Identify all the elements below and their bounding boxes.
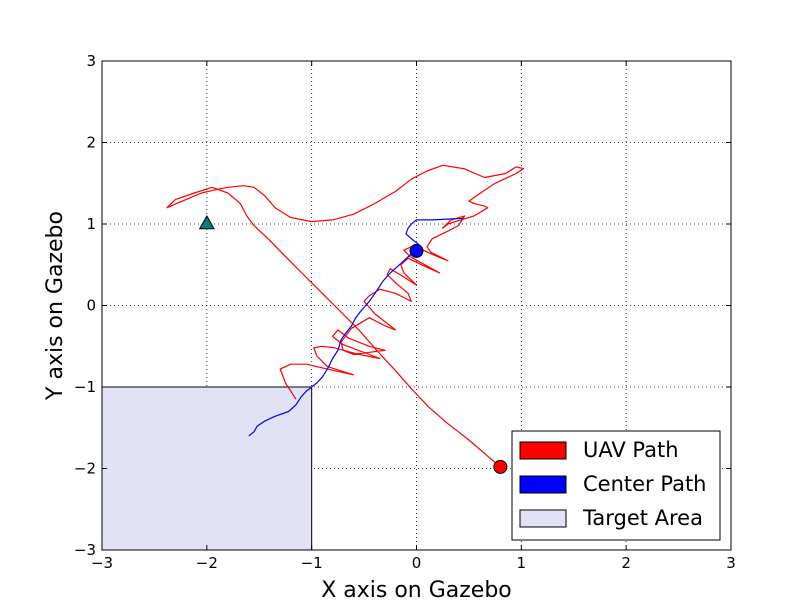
legend-swatch-uav-path bbox=[519, 441, 567, 460]
ticks: −3 −2 −1 0 1 2 3 −3 −2 −1 0 1 2 3 bbox=[74, 52, 736, 572]
legend-label-target-area: Target Area bbox=[582, 506, 703, 530]
legend-swatch-center-path bbox=[519, 475, 567, 494]
x-tick-label: 1 bbox=[517, 554, 527, 572]
marker-layer bbox=[198, 214, 508, 474]
y-tick-label: −1 bbox=[74, 378, 96, 396]
y-axis-title: Y axis on Gazebo bbox=[43, 211, 68, 401]
x-axis-title: X axis on Gazebo bbox=[321, 578, 512, 603]
legend-items: UAV Path Center Path Target Area bbox=[519, 438, 707, 530]
uav-start-marker bbox=[493, 459, 508, 474]
y-tick-label: 1 bbox=[86, 215, 96, 233]
goal-marker bbox=[198, 214, 215, 230]
center-path-line bbox=[248, 217, 464, 437]
y-tick-label: 0 bbox=[86, 297, 96, 315]
legend-swatch-target-area bbox=[519, 509, 567, 528]
target-area bbox=[101, 386, 313, 551]
legend-label-uav-path: UAV Path bbox=[583, 438, 679, 462]
center-marker bbox=[409, 243, 424, 258]
uav-path-line bbox=[166, 164, 525, 468]
x-tick-label: −3 bbox=[91, 554, 113, 572]
legend: UAV Path Center Path Target Area bbox=[511, 430, 721, 541]
y-tick-label: 2 bbox=[86, 134, 96, 152]
x-tick-label: −2 bbox=[196, 554, 218, 572]
series-layer bbox=[166, 164, 525, 468]
legend-label-center-path: Center Path bbox=[583, 472, 707, 496]
y-tick-label: −3 bbox=[74, 541, 96, 559]
x-tick-label: 0 bbox=[412, 554, 422, 572]
x-tick-label: 2 bbox=[621, 554, 631, 572]
y-tick-label: 3 bbox=[86, 52, 96, 70]
x-tick-label: 3 bbox=[726, 554, 736, 572]
y-tick-label: −2 bbox=[74, 460, 96, 478]
x-tick-label: −1 bbox=[301, 554, 323, 572]
